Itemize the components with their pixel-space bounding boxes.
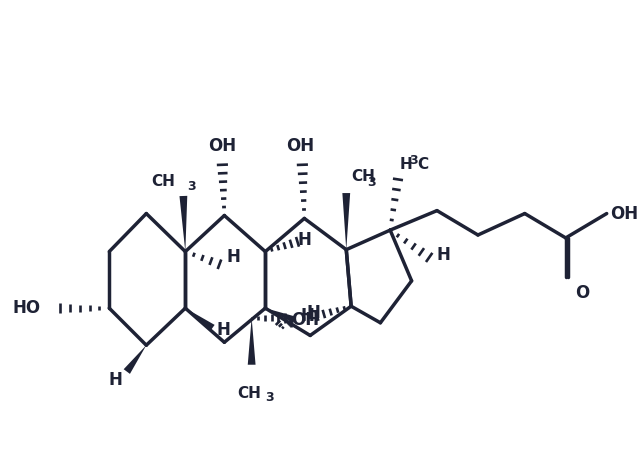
Text: C: C [417, 157, 429, 172]
Text: O: O [575, 284, 589, 302]
Text: HO: HO [13, 299, 41, 317]
Polygon shape [186, 308, 214, 330]
Text: 3: 3 [410, 154, 419, 167]
Text: 3: 3 [266, 391, 274, 404]
Text: H: H [300, 307, 314, 325]
Polygon shape [248, 318, 255, 365]
Polygon shape [124, 345, 147, 374]
Text: 3: 3 [188, 180, 196, 193]
Text: H: H [216, 321, 230, 338]
Text: OH: OH [209, 137, 236, 155]
Text: H: H [400, 157, 413, 172]
Polygon shape [266, 308, 296, 323]
Text: CH: CH [237, 386, 260, 401]
Polygon shape [342, 193, 350, 250]
Text: CH: CH [351, 169, 375, 184]
Text: OH: OH [291, 311, 319, 329]
Text: H: H [108, 370, 122, 389]
Text: 3: 3 [367, 176, 376, 189]
Text: H: H [298, 231, 312, 249]
Polygon shape [179, 196, 188, 251]
Text: H: H [306, 304, 320, 322]
Text: H: H [227, 249, 240, 266]
Text: OH: OH [286, 137, 314, 155]
Text: CH: CH [152, 174, 175, 189]
Text: H: H [436, 246, 450, 265]
Text: OH: OH [611, 204, 639, 222]
